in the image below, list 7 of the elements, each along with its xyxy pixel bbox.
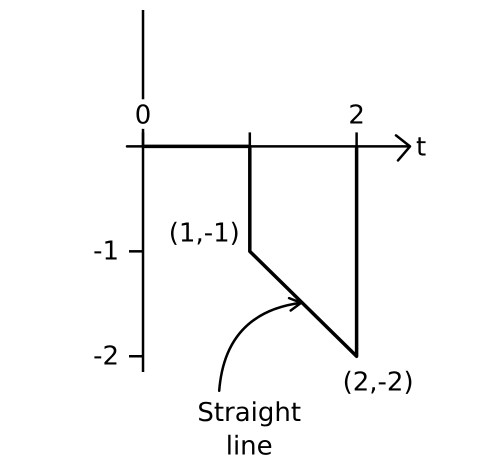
y-tick-label: -1	[93, 236, 120, 267]
annotation: (2,-2)	[342, 367, 414, 398]
annotation: (1,-1)	[168, 218, 240, 248]
x-tick-label: 2	[348, 100, 365, 131]
x-axis-title: t	[416, 132, 426, 162]
y-tick-label: -2	[93, 342, 120, 372]
annotation: Straight line	[197, 398, 302, 462]
